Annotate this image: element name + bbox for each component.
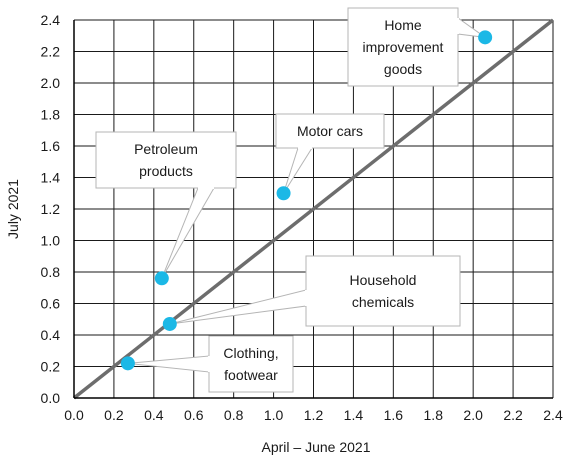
x-tick-label: 1.2 bbox=[304, 407, 324, 423]
x-axis-label: April – June 2021 bbox=[262, 439, 371, 455]
point-label: Petroleum bbox=[134, 141, 198, 157]
point-label: Clothing, bbox=[223, 345, 278, 361]
point-label: products bbox=[139, 163, 193, 179]
y-tick-label: 0.6 bbox=[41, 296, 61, 312]
y-tick-label: 2.0 bbox=[41, 75, 61, 91]
y-tick-label: 0.0 bbox=[41, 390, 61, 406]
callout-box bbox=[275, 113, 385, 149]
data-point bbox=[120, 356, 135, 371]
point-label: Home bbox=[384, 17, 422, 33]
y-tick-label: 2.4 bbox=[41, 12, 61, 28]
callout-pointer bbox=[127, 355, 210, 373]
y-tick-label: 1.0 bbox=[41, 233, 61, 249]
callout-box bbox=[95, 131, 237, 189]
y-tick-label: 1.4 bbox=[41, 170, 61, 186]
x-tick-label: 1.8 bbox=[424, 407, 444, 423]
callout-box bbox=[305, 255, 461, 327]
y-tick-label: 0.4 bbox=[41, 327, 61, 343]
callout-pointer bbox=[283, 147, 313, 194]
callout-box bbox=[347, 7, 459, 87]
y-axis-label: July 2021 bbox=[5, 179, 21, 239]
callouts: Home improvement goods Motor cars Petroleum p… bbox=[95, 7, 486, 393]
x-tick-label: 0.6 bbox=[184, 407, 204, 423]
point-label: chemicals bbox=[352, 294, 414, 310]
x-tick-label: 2.2 bbox=[503, 407, 523, 423]
data-point bbox=[162, 316, 177, 331]
point-label: footwear bbox=[224, 367, 278, 383]
y-tick-label: 0.8 bbox=[41, 264, 61, 280]
y-tick-label: 1.8 bbox=[41, 107, 61, 123]
x-tick-label: 0.0 bbox=[64, 407, 84, 423]
y-tick-label: 2.2 bbox=[41, 44, 61, 60]
x-tick-label: 1.4 bbox=[344, 407, 364, 423]
y-tick-label: 0.2 bbox=[41, 359, 61, 375]
x-tick-label: 2.0 bbox=[463, 407, 483, 423]
y-tick-label: 1.6 bbox=[41, 138, 61, 154]
reference-line-group bbox=[72, 18, 555, 400]
reference-line bbox=[72, 18, 555, 400]
data-points bbox=[120, 30, 493, 371]
data-point bbox=[154, 271, 169, 286]
point-label: Household bbox=[350, 272, 417, 288]
axes bbox=[73, 20, 553, 399]
tick-labels: 0.0 0.2 0.4 0.6 0.8 1.0 1.2 1.4 1.6 1.8 2.0 2.2 2.4 0… bbox=[41, 12, 563, 423]
point-label: Motor cars bbox=[297, 123, 363, 139]
point-label: goods bbox=[384, 61, 422, 77]
point-label: improvement bbox=[363, 39, 444, 55]
x-tick-label: 1.6 bbox=[384, 407, 404, 423]
x-tick-label: 1.0 bbox=[264, 407, 284, 423]
callout-pointer bbox=[161, 187, 215, 279]
data-point bbox=[478, 30, 493, 45]
x-tick-label: 0.8 bbox=[224, 407, 244, 423]
x-tick-label: 0.2 bbox=[104, 407, 124, 423]
x-tick-label: 0.4 bbox=[144, 407, 164, 423]
y-tick-label: 1.2 bbox=[41, 201, 61, 217]
x-tick-label: 2.4 bbox=[543, 407, 563, 423]
data-point bbox=[276, 186, 291, 201]
